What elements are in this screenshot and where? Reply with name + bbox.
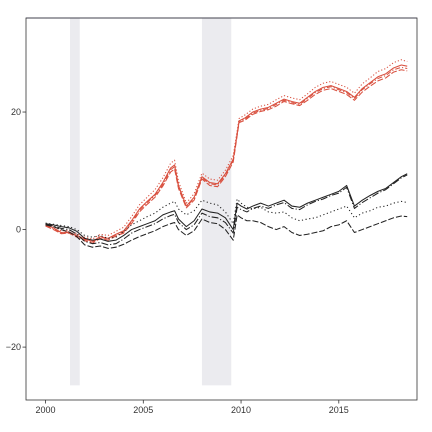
series-line-red-3 bbox=[45, 59, 408, 240]
x-tick-label: 2010 bbox=[231, 405, 251, 415]
x-axis: 2000 2005 2010 2015 bbox=[36, 400, 349, 415]
y-tick-label: 0 bbox=[16, 225, 21, 235]
y-tick-label: −20 bbox=[6, 342, 21, 352]
series-line-red-1 bbox=[45, 64, 408, 242]
x-tick-label: 2015 bbox=[329, 405, 349, 415]
series-line-red-4 bbox=[45, 66, 408, 243]
series-line-black-6 bbox=[45, 214, 408, 249]
plot-frame bbox=[25, 17, 418, 401]
series-line-black-7 bbox=[45, 198, 408, 239]
shaded-period-1 bbox=[69, 18, 80, 386]
series-line-black-8 bbox=[45, 174, 408, 246]
series-line-black-5 bbox=[45, 173, 408, 242]
x-tick-label: 2000 bbox=[36, 405, 56, 415]
y-tick-label: 20 bbox=[11, 107, 21, 117]
x-tick-label: 2005 bbox=[133, 405, 153, 415]
series-layer bbox=[45, 59, 408, 249]
y-axis: −20 0 20 bbox=[6, 107, 26, 352]
series-line-red-2 bbox=[45, 69, 408, 244]
shaded-period-2 bbox=[201, 18, 232, 386]
recession-shading bbox=[69, 18, 232, 386]
